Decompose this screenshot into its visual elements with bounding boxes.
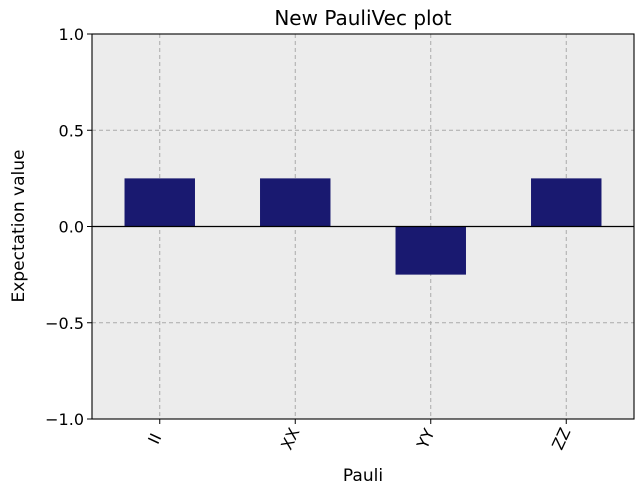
- chart-title: New PauliVec plot: [274, 6, 451, 30]
- x-tick-label: ZZ: [548, 425, 575, 453]
- bar-yy: [395, 226, 466, 275]
- bar-xx: [260, 178, 331, 227]
- bar-ii: [124, 178, 195, 227]
- x-tick-label: YY: [413, 426, 439, 453]
- y-axis-ticks: 1.0 0.5 0.0 −0.5 −1.0: [45, 25, 92, 429]
- x-tick-label: II: [144, 430, 165, 447]
- bar-zz: [531, 178, 602, 227]
- x-axis-label: Pauli: [343, 466, 383, 486]
- y-tick-label: 1.0: [59, 25, 84, 44]
- y-tick-label: 0.0: [59, 218, 84, 237]
- bars: [124, 178, 602, 275]
- x-axis-ticks: II XX YY ZZ: [144, 419, 575, 453]
- y-tick-label: −0.5: [45, 314, 84, 333]
- y-axis-label: Expectation value: [9, 150, 29, 303]
- y-tick-label: −1.0: [45, 410, 84, 429]
- y-tick-label: 0.5: [59, 121, 84, 140]
- x-tick-label: XX: [277, 425, 304, 453]
